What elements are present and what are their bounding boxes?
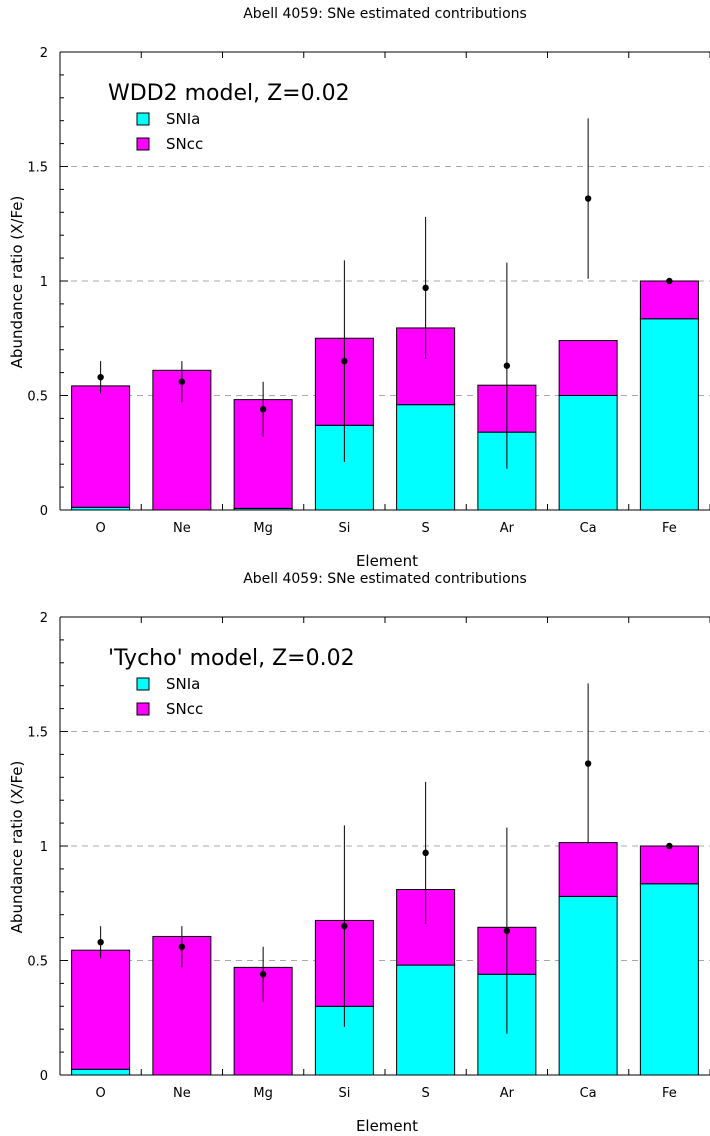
- data-point: [97, 373, 104, 381]
- y-axis-label: Abundance ratio (X/Fe): [8, 761, 26, 934]
- x-tick-label: Fe: [662, 1086, 677, 1101]
- x-tick-label: Mg: [253, 1086, 272, 1101]
- data-point: [666, 277, 673, 285]
- chart-panel-1: Abell 4059: SNe estimated contributions …: [8, 6, 710, 570]
- y-tick-label: 0.5: [27, 955, 48, 970]
- legend-swatch-sncc: [136, 702, 150, 716]
- bar-snia: [558, 895, 618, 1076]
- x-tick-label: S: [421, 521, 429, 536]
- x-tick-label: Ar: [500, 1086, 515, 1101]
- data-point: [422, 849, 429, 857]
- bar-snia: [558, 395, 618, 511]
- y-tick-label: 1.5: [27, 161, 48, 176]
- x-tick-label: Ca: [580, 1086, 597, 1101]
- data-point: [259, 971, 267, 978]
- bar-snia: [639, 318, 699, 511]
- model-annotation: WDD2 model, Z=0.02: [108, 81, 350, 106]
- y-tick-label: 2: [40, 46, 48, 61]
- bar-sncc: [71, 949, 131, 1070]
- bar-snia: [71, 1068, 131, 1076]
- legend-label-sncc: SNcc: [166, 700, 203, 718]
- x-tick-label: Ca: [580, 521, 597, 536]
- model-annotation: 'Tycho' model, Z=0.02: [108, 646, 355, 671]
- legend-label-snia: SNIa: [166, 675, 200, 693]
- x-axis-label: Element: [356, 552, 418, 570]
- x-axis-label: Element: [356, 1117, 418, 1135]
- chart-panel-2: Abell 4059: SNe estimated contributions …: [8, 571, 710, 1135]
- legend-swatch-snia: [136, 677, 150, 691]
- data-point: [341, 922, 348, 930]
- data-point: [178, 378, 186, 385]
- x-tick-label: Fe: [662, 521, 677, 536]
- data-point: [178, 943, 186, 950]
- y-tick-label: 0: [40, 1069, 48, 1084]
- bar-sncc: [558, 842, 618, 897]
- bar-sncc: [639, 280, 699, 320]
- data-point: [584, 760, 592, 767]
- bar-snia: [396, 964, 456, 1076]
- legend-label-sncc: SNcc: [166, 135, 203, 153]
- y-tick-label: 0.5: [27, 390, 48, 405]
- data-point: [666, 842, 673, 850]
- data-point: [503, 927, 511, 934]
- y-tick-label: 1.5: [27, 726, 48, 741]
- y-tick-label: 2: [40, 611, 48, 626]
- legend-swatch-snia: [136, 112, 150, 126]
- x-tick-label: O: [96, 521, 106, 536]
- bar-sncc: [71, 385, 131, 508]
- y-tick-label: 1: [40, 840, 48, 855]
- x-tick-label: Ar: [500, 521, 515, 536]
- data-point: [341, 357, 348, 365]
- y-tick-label: 1: [40, 275, 48, 290]
- chart-title: Abell 4059: SNe estimated contributions: [243, 571, 527, 587]
- bar-sncc: [558, 340, 618, 397]
- data-point: [259, 406, 267, 413]
- x-tick-label: O: [96, 1086, 106, 1101]
- y-tick-label: 0: [40, 504, 48, 519]
- data-point: [422, 284, 429, 292]
- x-tick-label: Mg: [253, 521, 272, 536]
- bar-sncc: [639, 845, 699, 885]
- bar-snia: [639, 883, 699, 1076]
- x-tick-label: S: [421, 1086, 429, 1101]
- data-point: [503, 362, 511, 369]
- bar-snia: [396, 404, 456, 511]
- data-point: [97, 938, 104, 946]
- legend-swatch-sncc: [136, 137, 150, 151]
- x-tick-label: Ne: [173, 1086, 191, 1101]
- x-tick-label: Ne: [173, 521, 191, 536]
- x-tick-label: Si: [338, 521, 350, 536]
- x-tick-label: Si: [338, 1086, 350, 1101]
- chart-title: Abell 4059: SNe estimated contributions: [243, 6, 527, 22]
- y-axis-label: Abundance ratio (X/Fe): [8, 196, 26, 369]
- data-point: [584, 195, 592, 202]
- legend-label-snia: SNIa: [166, 110, 200, 128]
